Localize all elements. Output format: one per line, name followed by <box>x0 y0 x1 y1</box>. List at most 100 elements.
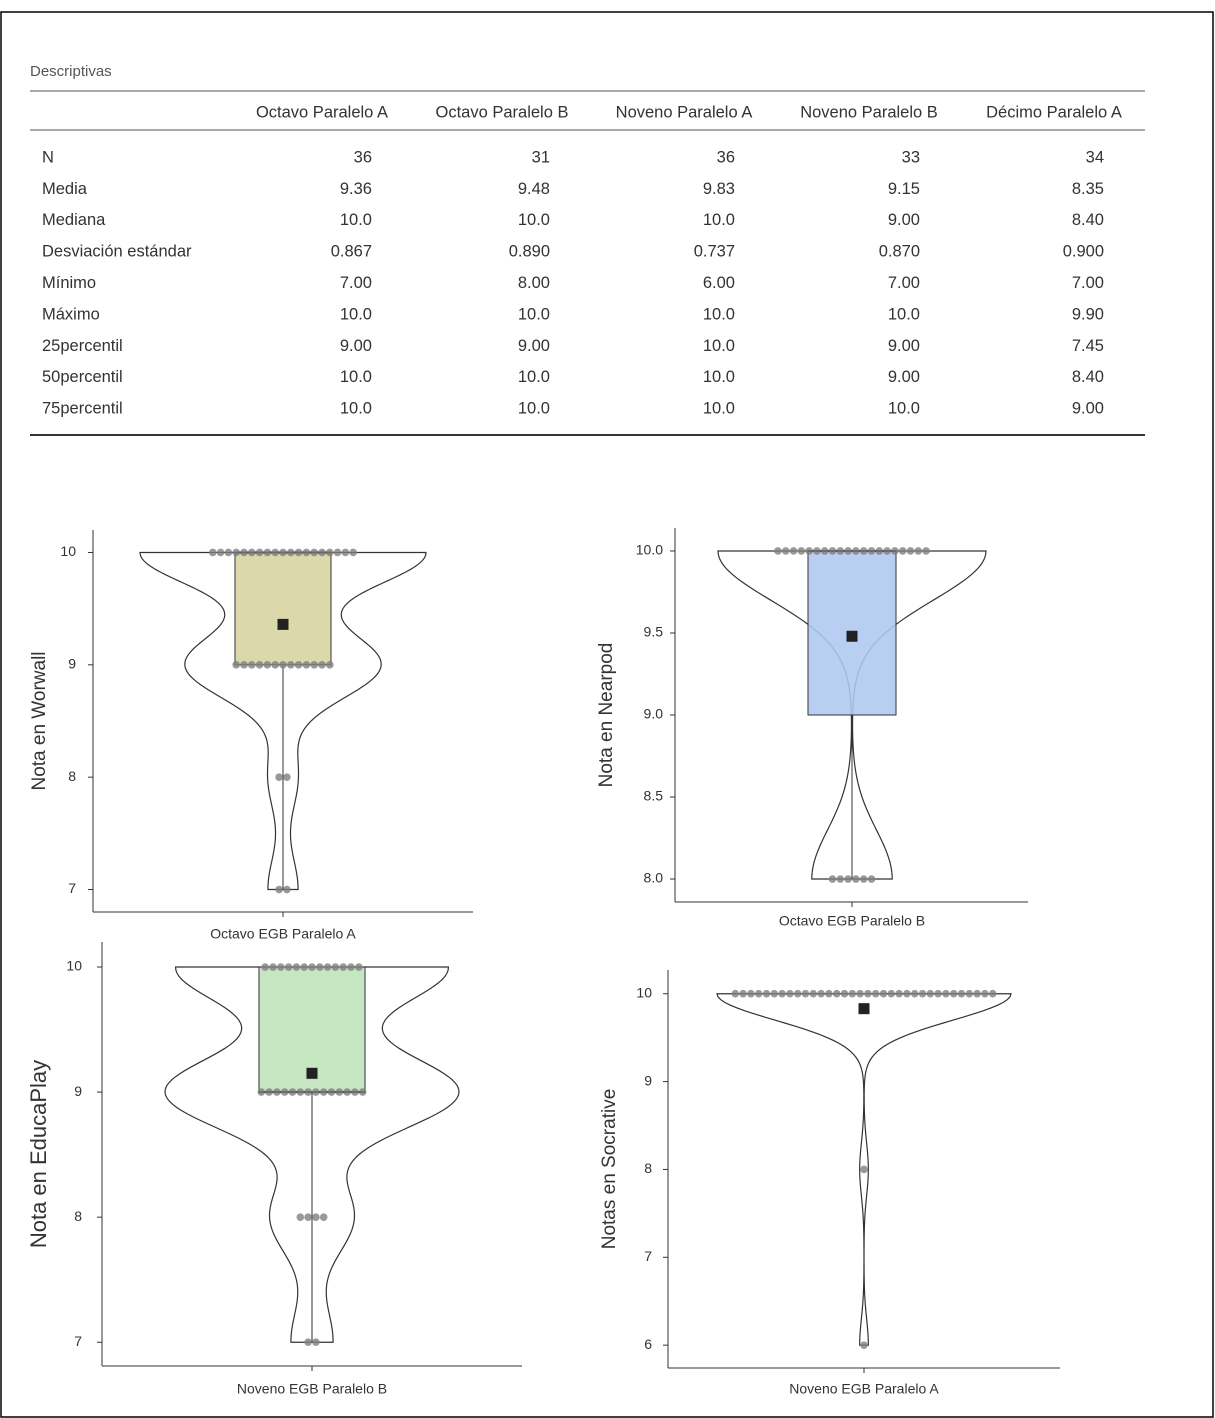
data-point <box>879 989 888 998</box>
column-header: Noveno Paralelo A <box>616 103 753 121</box>
table-cell: 31 <box>532 148 550 166</box>
y-axis-label: Notas en Socrative <box>599 1089 620 1250</box>
data-point <box>271 548 280 557</box>
data-point <box>331 963 340 971</box>
data-point <box>860 1341 868 1349</box>
data-point <box>302 661 311 669</box>
table-cell: 0.870 <box>879 243 920 261</box>
data-point <box>280 1088 289 1096</box>
data-point <box>349 548 358 557</box>
table-cell: 9.00 <box>518 337 550 355</box>
table-cell: 33 <box>902 148 920 166</box>
row-label: Media <box>42 180 88 198</box>
data-point <box>255 661 264 669</box>
data-point <box>836 547 845 555</box>
y-tick-label: 10 <box>60 543 76 559</box>
box <box>234 551 332 666</box>
data-point <box>319 1213 328 1221</box>
data-point <box>273 1088 281 1096</box>
data-point <box>209 548 217 557</box>
table-cell: 9.90 <box>1072 305 1104 323</box>
data-point <box>770 989 779 998</box>
table-cell: 10.0 <box>703 400 735 418</box>
data-point <box>856 989 864 998</box>
y-tick-label: 8.0 <box>644 870 664 886</box>
data-point <box>942 989 950 998</box>
x-tick-label: Octavo EGB Paralelo B <box>779 913 925 929</box>
data-point <box>934 989 942 998</box>
y-tick-label: 9 <box>644 1072 652 1088</box>
x-tick-label: Noveno EGB Paralelo A <box>789 1381 939 1397</box>
table-cell: 10.0 <box>888 400 920 418</box>
data-point <box>988 989 997 998</box>
data-point <box>287 548 295 557</box>
data-point <box>871 989 880 998</box>
data-point <box>848 989 857 998</box>
data-point <box>867 547 876 555</box>
frame <box>0 11 1214 1418</box>
row-label: Mediana <box>42 211 106 229</box>
mean-marker <box>306 1067 318 1079</box>
data-point <box>304 1088 312 1096</box>
data-point <box>283 885 291 894</box>
data-point <box>813 547 821 555</box>
data-point <box>895 989 903 998</box>
table-cell: 8.35 <box>1072 180 1104 198</box>
table-cell: 10.0 <box>518 305 550 323</box>
data-point <box>981 989 989 998</box>
data-point <box>269 963 277 971</box>
mean-marker <box>846 630 858 642</box>
row-label: Desviación estándar <box>42 243 192 261</box>
row-label: Mínimo <box>42 274 96 292</box>
data-point <box>739 989 747 998</box>
data-point <box>731 989 740 998</box>
data-point <box>778 989 786 998</box>
table-cell: 9.36 <box>340 180 372 198</box>
data-point <box>294 548 303 557</box>
violin <box>164 966 460 1343</box>
data-point <box>326 661 334 669</box>
data-point <box>762 989 771 998</box>
table-cell: 10.0 <box>703 211 735 229</box>
data-point <box>312 1213 320 1221</box>
y-tick-label: 7 <box>74 1333 82 1349</box>
table-cell: 8.00 <box>518 274 550 292</box>
table-cell: 9.83 <box>703 180 735 198</box>
data-point <box>891 547 899 555</box>
data-point <box>852 875 860 883</box>
row-label: Máximo <box>42 305 100 323</box>
table-cell: 9.00 <box>1072 400 1104 418</box>
data-point <box>786 989 794 998</box>
data-point <box>898 547 907 555</box>
data-point <box>341 548 350 557</box>
data-point <box>232 548 240 557</box>
data-point <box>326 548 334 557</box>
y-tick-label: 8 <box>644 1160 652 1176</box>
data-point <box>859 547 868 555</box>
y-tick-label: 8 <box>68 768 76 784</box>
data-point <box>296 1213 305 1221</box>
data-point <box>832 989 841 998</box>
table-cell: 10.0 <box>703 337 735 355</box>
data-point <box>828 875 837 883</box>
data-point <box>304 1213 312 1221</box>
data-point <box>867 875 876 883</box>
data-point <box>825 989 833 998</box>
data-point <box>864 989 872 998</box>
violin <box>717 550 987 880</box>
data-point <box>327 1088 336 1096</box>
data-point <box>965 989 974 998</box>
data-point <box>914 547 923 555</box>
y-tick-label: 7 <box>644 1248 652 1264</box>
violin <box>139 551 427 891</box>
mean-marker <box>277 618 289 630</box>
data-point <box>922 547 930 555</box>
data-point <box>312 1338 320 1347</box>
column-header: Noveno Paralelo B <box>800 103 938 121</box>
table-cell: 7.00 <box>888 274 920 292</box>
data-point <box>339 963 348 971</box>
data-point <box>275 773 283 781</box>
data-point <box>860 1165 868 1174</box>
data-point <box>973 989 981 998</box>
data-point <box>310 548 319 557</box>
